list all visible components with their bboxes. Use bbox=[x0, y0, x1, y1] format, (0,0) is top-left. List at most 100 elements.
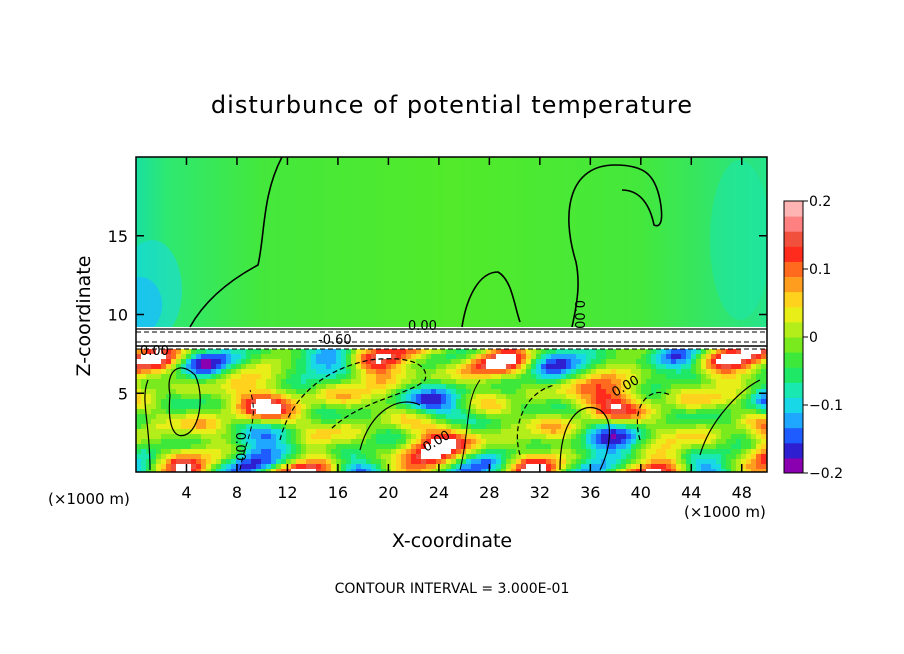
field-cell bbox=[266, 439, 272, 445]
field-cell bbox=[591, 404, 597, 410]
field-cell bbox=[481, 394, 487, 400]
field-cell bbox=[691, 449, 697, 455]
field-cell bbox=[561, 444, 567, 450]
field-cell bbox=[701, 354, 707, 360]
field-cell bbox=[296, 364, 302, 370]
field-cell bbox=[756, 364, 762, 370]
field-cell bbox=[691, 414, 697, 420]
field-cell bbox=[371, 404, 377, 410]
field-cell bbox=[171, 389, 177, 395]
field-cell bbox=[636, 374, 642, 380]
field-cell bbox=[546, 429, 552, 435]
field-cell bbox=[556, 379, 562, 385]
field-cell bbox=[601, 399, 607, 405]
field-cell bbox=[266, 464, 272, 470]
field-cell bbox=[421, 459, 427, 465]
field-cell bbox=[266, 359, 272, 365]
field-cell bbox=[181, 374, 187, 380]
field-cell bbox=[306, 384, 312, 390]
field-cell bbox=[321, 414, 327, 420]
field-cell bbox=[156, 379, 162, 385]
field-cell bbox=[516, 464, 522, 470]
field-cell bbox=[581, 419, 587, 425]
field-cell bbox=[406, 469, 412, 472]
field-cell bbox=[736, 444, 742, 450]
field-cell bbox=[266, 394, 272, 400]
field-cell bbox=[136, 429, 142, 435]
field-cell bbox=[411, 389, 417, 395]
field-cell bbox=[596, 449, 602, 455]
field-cell bbox=[581, 424, 587, 430]
field-cell bbox=[681, 384, 687, 390]
field-cell bbox=[321, 369, 327, 375]
field-cell bbox=[541, 379, 547, 385]
field-cell bbox=[476, 464, 482, 470]
field-cell bbox=[531, 389, 537, 395]
field-cell bbox=[146, 409, 152, 415]
field-cell bbox=[496, 414, 502, 420]
field-cell bbox=[576, 419, 582, 425]
field-cell bbox=[726, 464, 732, 470]
field-cell bbox=[431, 389, 437, 395]
field-cell bbox=[671, 424, 677, 430]
field-cell bbox=[586, 469, 592, 472]
field-cell bbox=[666, 359, 672, 365]
field-cell bbox=[306, 349, 312, 355]
field-cell bbox=[301, 434, 307, 440]
field-cell bbox=[701, 409, 707, 415]
field-cell bbox=[331, 379, 337, 385]
field-cell bbox=[461, 414, 467, 420]
field-cell bbox=[436, 404, 442, 410]
field-cell bbox=[696, 464, 702, 470]
field-cell bbox=[556, 454, 562, 460]
field-cell bbox=[311, 374, 317, 380]
field-cell bbox=[411, 374, 417, 380]
field-cell bbox=[591, 359, 597, 365]
field-cell bbox=[746, 464, 752, 470]
field-cell bbox=[261, 419, 267, 425]
field-cell bbox=[456, 454, 462, 460]
field-cell bbox=[166, 444, 172, 450]
field-cell bbox=[681, 364, 687, 370]
field-cell bbox=[231, 359, 237, 365]
field-cell bbox=[281, 409, 287, 415]
field-cell bbox=[176, 409, 182, 415]
field-cell bbox=[746, 429, 752, 435]
field-cell bbox=[356, 389, 362, 395]
field-cell bbox=[531, 429, 537, 435]
field-cell bbox=[281, 419, 287, 425]
field-cell bbox=[596, 349, 602, 355]
field-cell bbox=[196, 469, 202, 472]
y-tick-label: 5 bbox=[118, 384, 128, 403]
field-cell bbox=[281, 349, 287, 355]
field-cell bbox=[551, 424, 557, 430]
field-cell bbox=[701, 464, 707, 470]
field-cell bbox=[381, 389, 387, 395]
field-cell bbox=[616, 419, 622, 425]
field-cell bbox=[386, 384, 392, 390]
field-cell bbox=[616, 399, 622, 405]
field-cell bbox=[521, 434, 527, 440]
field-cell bbox=[516, 439, 522, 445]
field-cell bbox=[436, 454, 442, 460]
field-cell bbox=[286, 439, 292, 445]
field-cell bbox=[686, 374, 692, 380]
field-cell bbox=[226, 429, 232, 435]
field-cell bbox=[586, 464, 592, 470]
field-cell bbox=[401, 449, 407, 455]
field-cell bbox=[276, 464, 282, 470]
field-cell bbox=[531, 414, 537, 420]
field-cell bbox=[226, 404, 232, 410]
field-cell bbox=[696, 439, 702, 445]
field-cell bbox=[501, 349, 507, 355]
field-cell bbox=[701, 469, 707, 472]
field-cell bbox=[201, 459, 207, 465]
field-cell bbox=[481, 454, 487, 460]
field-cell bbox=[176, 459, 182, 465]
field-cell bbox=[191, 404, 197, 410]
field-cell bbox=[531, 404, 537, 410]
field-cell bbox=[536, 404, 542, 410]
field-cell bbox=[316, 429, 322, 435]
field-cell bbox=[451, 399, 457, 405]
field-cell bbox=[626, 354, 632, 360]
